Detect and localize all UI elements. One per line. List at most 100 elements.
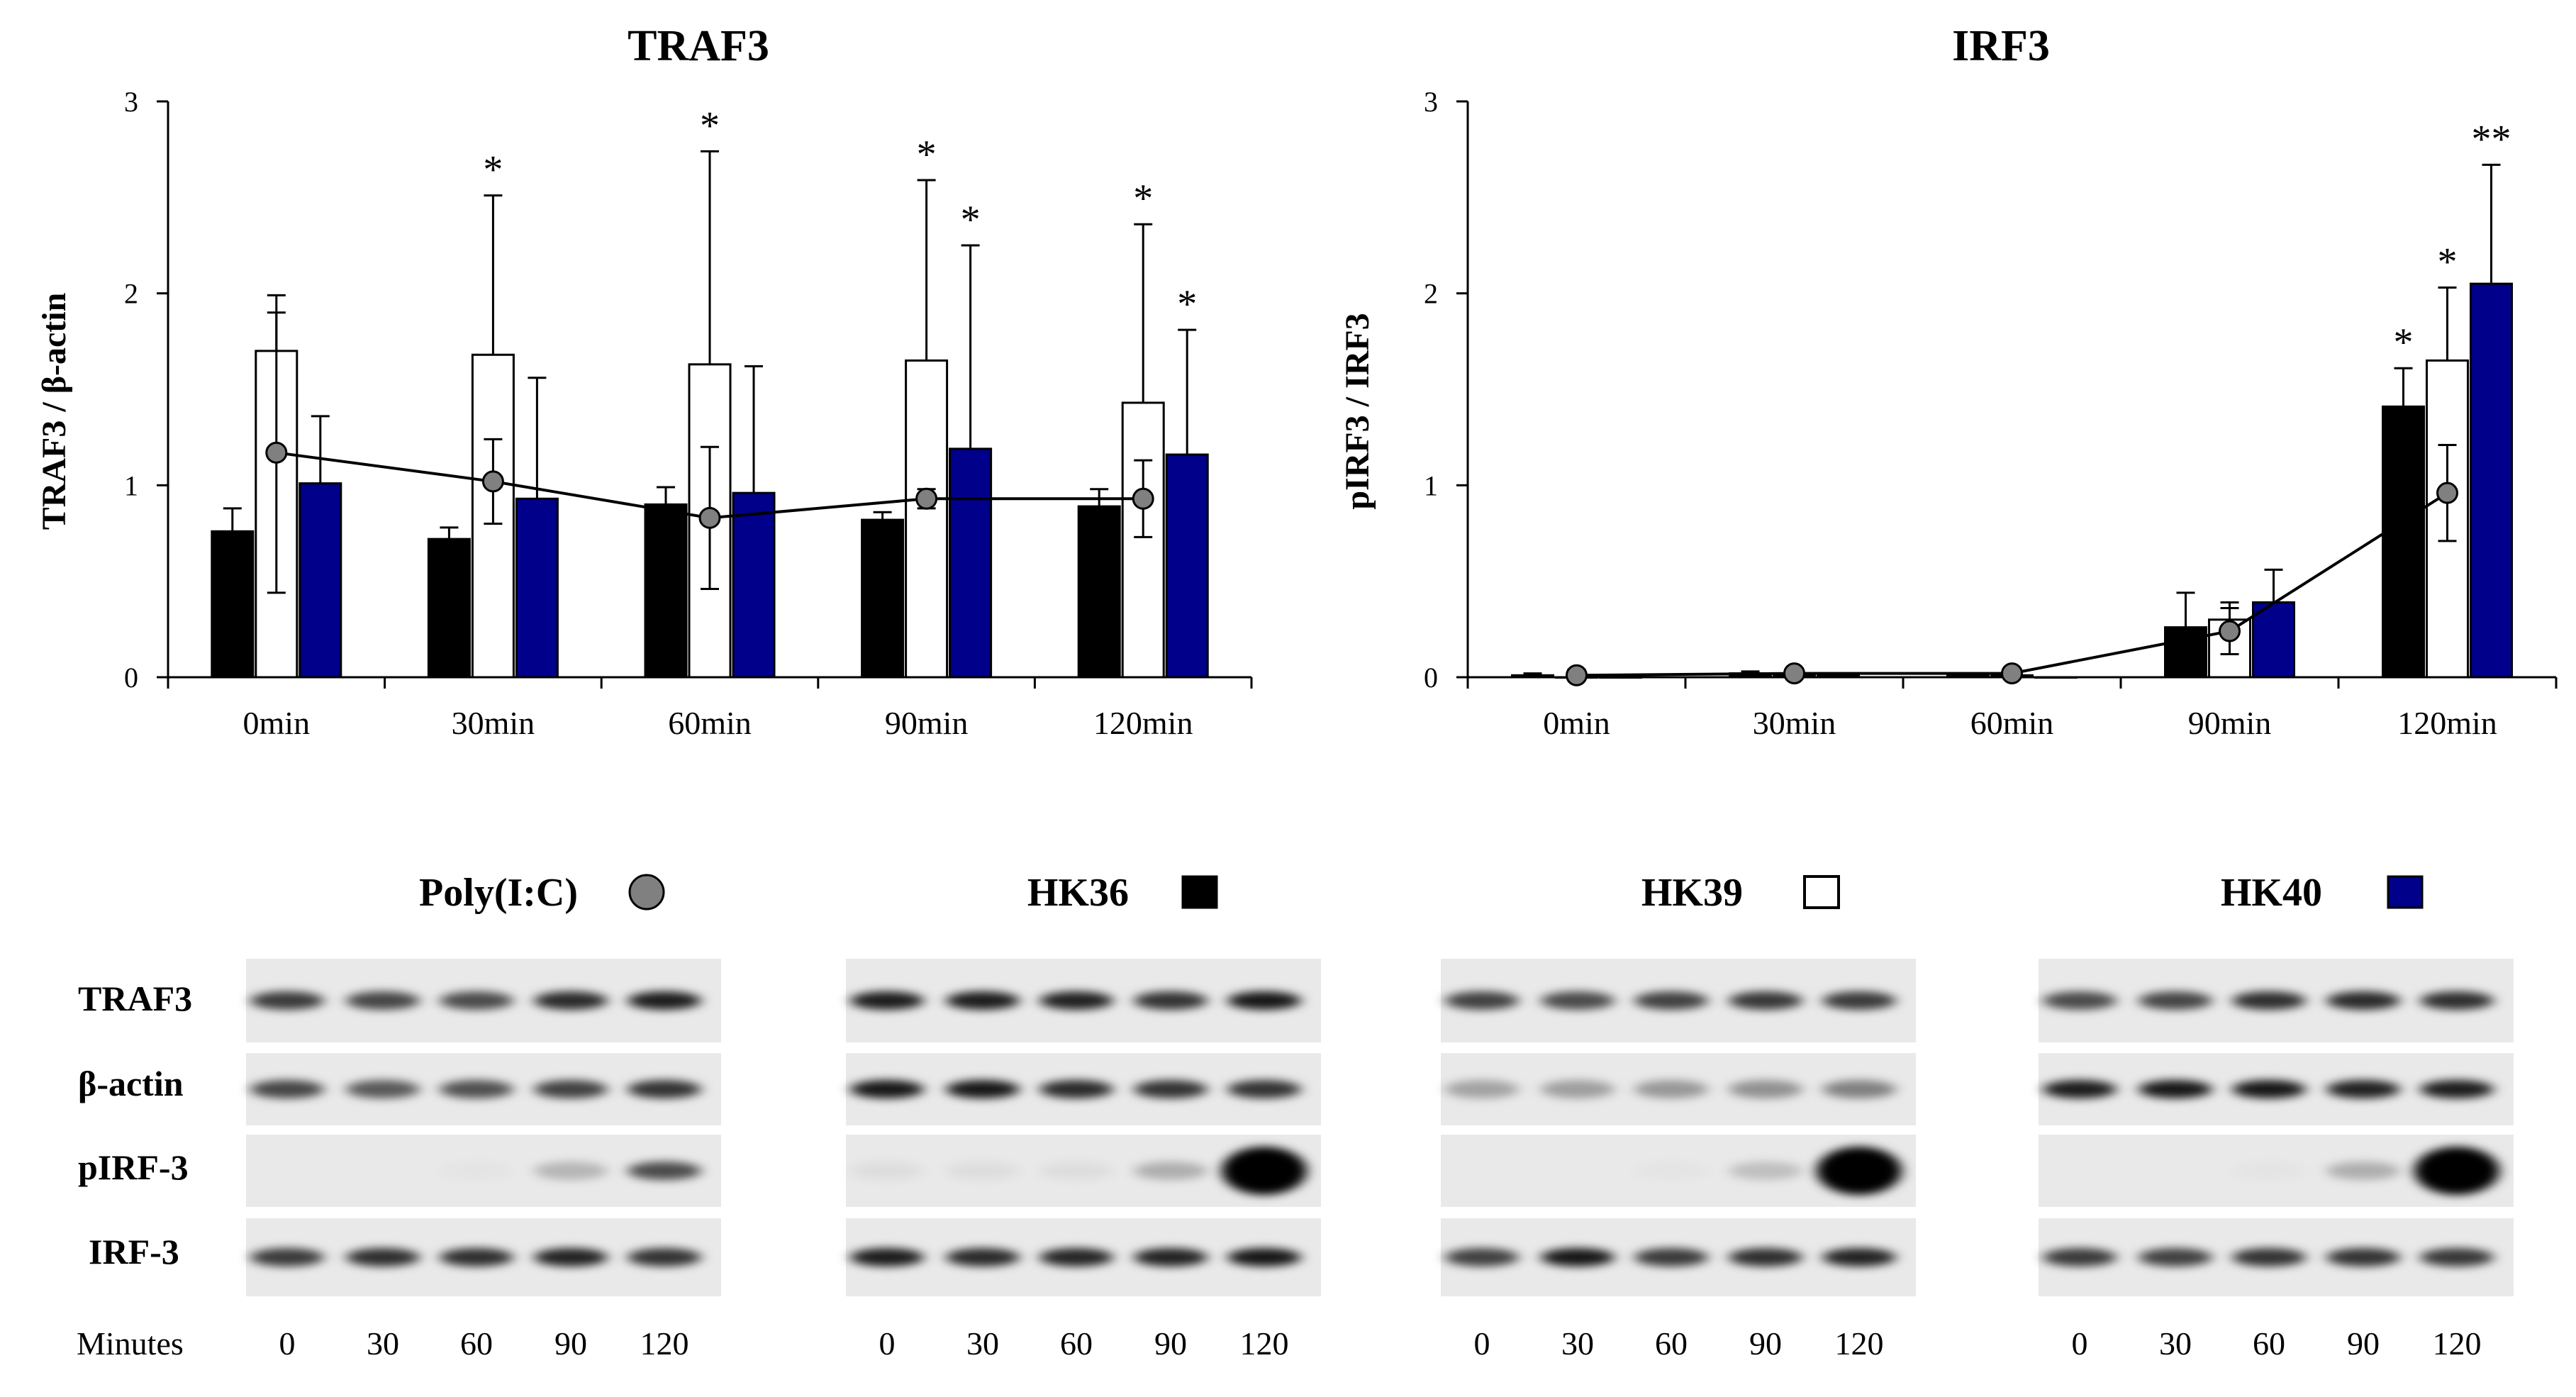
- significance-marker: *: [2394, 321, 2414, 364]
- blot-band: [946, 1162, 1020, 1180]
- blot-band: [850, 1162, 924, 1180]
- blot-band: [250, 991, 324, 1010]
- bar-hk36: [644, 503, 688, 679]
- y-axis-label: TRAF3 / β-actin: [35, 293, 73, 530]
- blot-band: [2326, 1080, 2400, 1098]
- blot-band: [2420, 991, 2494, 1010]
- lane-minute-label: 90: [1749, 1325, 1782, 1362]
- bar-hk40: [949, 447, 993, 679]
- blot-band: [1039, 991, 1113, 1010]
- point-polyic: [2436, 482, 2458, 504]
- blot-band: [628, 1162, 701, 1180]
- point-polyic: [1566, 664, 1588, 686]
- blot-band: [1039, 1080, 1113, 1098]
- blot-band: [440, 1162, 513, 1180]
- bar-hk39: [905, 359, 949, 679]
- x-tick-label: 120min: [2397, 705, 2497, 741]
- blot-band: [2043, 991, 2117, 1010]
- chart-title: IRF3: [1952, 22, 2050, 70]
- bar-hk36: [211, 530, 255, 679]
- blot-band: [1541, 1080, 1615, 1098]
- blot-band: [250, 1080, 324, 1098]
- x-tick-label: 0min: [243, 705, 311, 741]
- lane-minute-label: 120: [1835, 1325, 1884, 1362]
- lane-minute-label: 90: [1154, 1325, 1187, 1362]
- lane-minute-label: 30: [1561, 1325, 1594, 1362]
- row-label-beta-actin: β-actin: [78, 1064, 184, 1103]
- point-polyic: [1783, 662, 1805, 685]
- lane-minute-label: 120: [640, 1325, 689, 1362]
- significance-marker: *: [483, 148, 503, 192]
- lane-minute-label: 30: [367, 1325, 399, 1362]
- blot-band: [850, 1080, 924, 1098]
- bar-hk36: [861, 518, 905, 679]
- blot-band: [1541, 1248, 1615, 1267]
- lane-minute-label: 30: [966, 1325, 999, 1362]
- bar-hk36: [2382, 405, 2425, 679]
- blot-band: [1039, 1248, 1113, 1267]
- blot-band: [1822, 1080, 1896, 1098]
- y-tick-label: 3: [1424, 86, 1438, 118]
- blot-band: [2326, 1162, 2400, 1180]
- bar-hk40: [1817, 674, 1860, 679]
- y-axis-label: pIRF3 / IRF3: [1339, 313, 1376, 509]
- blot-band: [534, 991, 608, 1010]
- y-tick-label: 1: [124, 469, 138, 501]
- y-tick-label: 0: [1424, 662, 1438, 694]
- bar-hk40: [2034, 676, 2078, 679]
- significance-marker: *: [2438, 240, 2458, 284]
- legend: Poly(I:C) HK36 HK39 HK40: [419, 871, 2424, 915]
- blot-band: [1222, 1147, 1307, 1195]
- blot-band: [946, 991, 1020, 1010]
- bar-hk36: [1946, 674, 1990, 679]
- bar-hk36: [1511, 674, 1554, 679]
- chart-title: TRAF3: [628, 22, 769, 70]
- blot-band: [2139, 1248, 2212, 1267]
- lane-minute-label: 120: [1240, 1325, 1289, 1362]
- blot-band: [1634, 1248, 1708, 1267]
- blot-band: [2232, 1248, 2306, 1267]
- x-tick-label: 90min: [2188, 705, 2272, 741]
- point-polyic: [481, 470, 504, 493]
- blot-band: [946, 1080, 1020, 1098]
- blot-band: [1822, 991, 1896, 1010]
- blot-panel-polyic: 0 30 60 90 120: [246, 959, 721, 1362]
- blot-band: [250, 1248, 324, 1267]
- legend-swatch-square: [2387, 875, 2424, 909]
- point-polyic: [2219, 620, 2241, 642]
- lane-minute-label: 90: [554, 1325, 587, 1362]
- point-polyic: [2001, 662, 2023, 685]
- blot-band: [2043, 1248, 2117, 1267]
- blot-band: [1817, 1147, 1902, 1195]
- blot-band: [1729, 1162, 1802, 1180]
- blot-band: [346, 991, 420, 1010]
- row-label-pirf3: pIRF-3: [78, 1147, 189, 1187]
- blot-band: [1134, 1162, 1208, 1180]
- legend-label: HK39: [1641, 871, 1743, 915]
- blot-panel-hk36: 0 30 60 90 120: [846, 959, 1321, 1362]
- lane-minute-label: 0: [1474, 1325, 1490, 1362]
- blot-band: [2326, 1248, 2400, 1267]
- blot-band: [2232, 991, 2306, 1010]
- blot-band: [1541, 991, 1615, 1010]
- blot-band: [1729, 991, 1802, 1010]
- point-polyic: [698, 506, 721, 529]
- blot-band: [1634, 1080, 1708, 1098]
- blot-band: [1445, 991, 1519, 1010]
- row-label-traf3: TRAF3: [78, 979, 192, 1018]
- lane-minute-label: 60: [1655, 1325, 1688, 1362]
- blot-band: [534, 1248, 608, 1267]
- blot-band: [440, 1248, 513, 1267]
- bar-hk40: [1599, 676, 1642, 679]
- bar-hk40: [2252, 601, 2295, 679]
- blot-band: [2326, 991, 2400, 1010]
- lane-minute-label: 0: [2072, 1325, 2088, 1362]
- legend-swatch-square: [1181, 875, 1218, 909]
- blot-band: [2232, 1162, 2306, 1180]
- row-label-irf3: IRF-3: [89, 1232, 179, 1271]
- bar-hk36: [427, 538, 471, 679]
- blot-band: [2139, 991, 2212, 1010]
